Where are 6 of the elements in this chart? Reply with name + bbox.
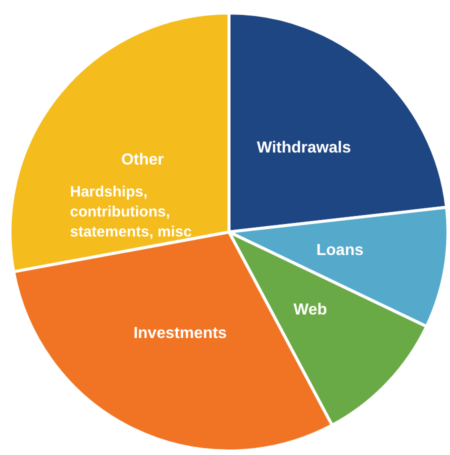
slice-label: Web — [294, 301, 328, 318]
text: Hardships, contributions, statements, misc — [70, 184, 192, 240]
slice-label: Withdrawals — [256, 140, 352, 157]
slice-label: Loans — [316, 242, 364, 260]
slice-label: Other — [121, 152, 164, 169]
slice-label: Investments — [133, 324, 227, 342]
